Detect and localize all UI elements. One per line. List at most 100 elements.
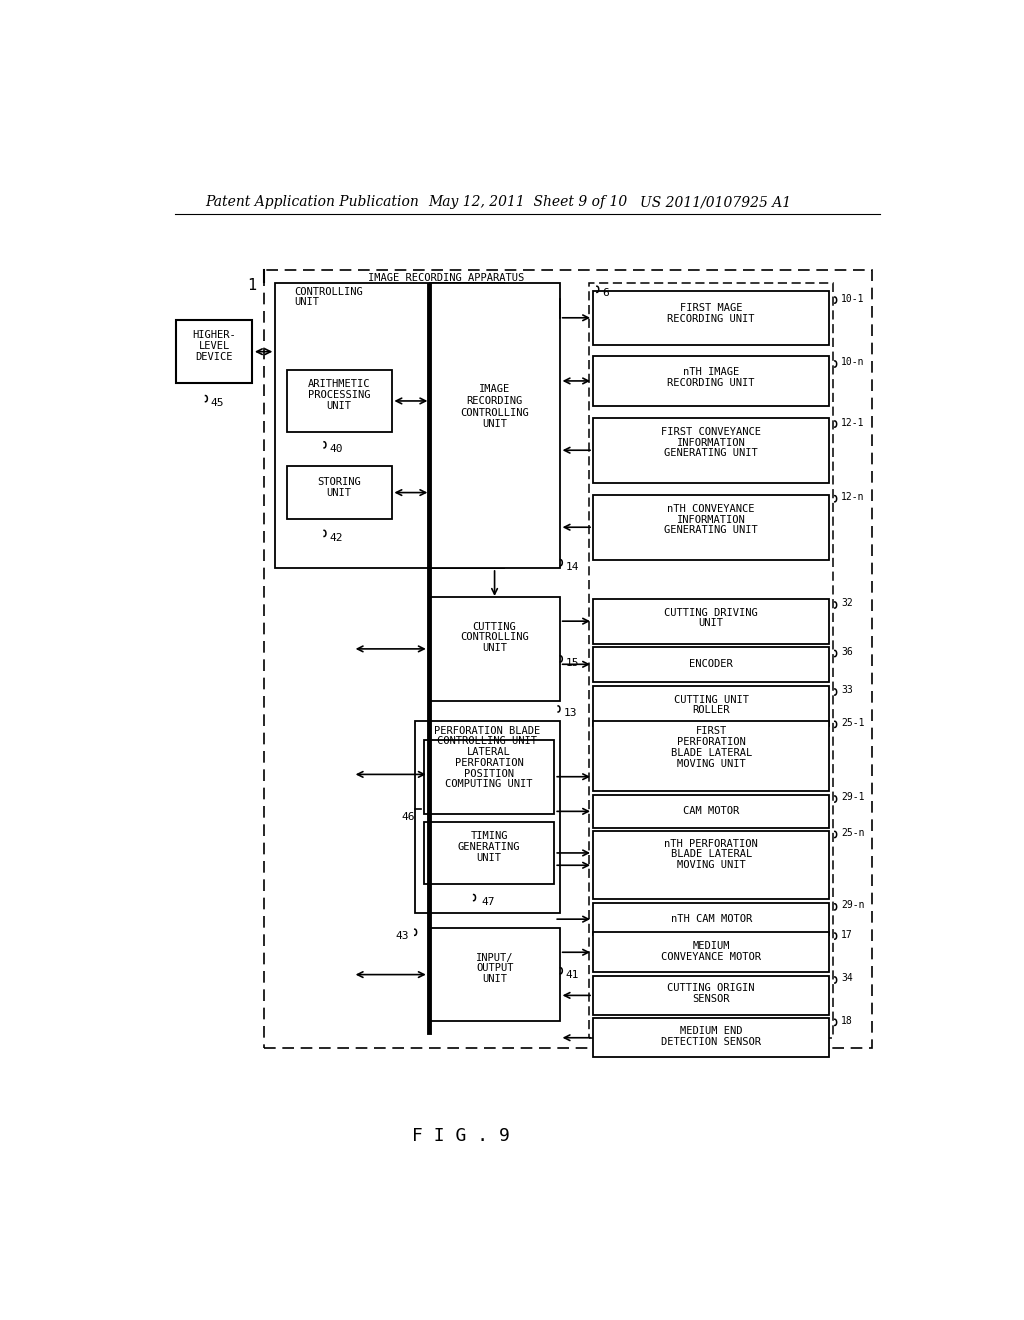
Bar bbox=[593, 495, 829, 561]
Text: PERFORATION: PERFORATION bbox=[677, 737, 745, 747]
Text: 12-1: 12-1 bbox=[841, 417, 864, 428]
Text: HIGHER-: HIGHER- bbox=[193, 330, 236, 341]
Text: F I G . 9: F I G . 9 bbox=[413, 1127, 510, 1146]
Text: 29-n: 29-n bbox=[841, 900, 864, 911]
Text: ARITHMETIC: ARITHMETIC bbox=[307, 379, 370, 389]
Bar bbox=[263, 271, 872, 1048]
Bar bbox=[593, 356, 829, 407]
Bar bbox=[430, 597, 560, 701]
Bar bbox=[593, 795, 829, 828]
Bar bbox=[424, 822, 554, 884]
Text: INFORMATION: INFORMATION bbox=[677, 515, 745, 524]
Text: TIMING: TIMING bbox=[470, 832, 508, 841]
Text: 15: 15 bbox=[566, 657, 580, 668]
Bar bbox=[589, 284, 834, 1038]
Text: LEVEL: LEVEL bbox=[199, 342, 229, 351]
Text: UNIT: UNIT bbox=[482, 418, 507, 429]
Text: UNIT: UNIT bbox=[476, 853, 502, 862]
Bar bbox=[275, 284, 504, 568]
Text: GENERATING UNIT: GENERATING UNIT bbox=[665, 525, 758, 536]
Text: nTH IMAGE: nTH IMAGE bbox=[683, 367, 739, 376]
Text: UNIT: UNIT bbox=[482, 643, 507, 653]
Text: CAM MOTOR: CAM MOTOR bbox=[683, 807, 739, 816]
Text: PERFORATION BLADE: PERFORATION BLADE bbox=[434, 726, 541, 735]
Text: 13: 13 bbox=[563, 708, 578, 718]
Text: CONTROLLING: CONTROLLING bbox=[295, 288, 364, 297]
Text: SENSOR: SENSOR bbox=[692, 994, 730, 1005]
Text: UNIT: UNIT bbox=[295, 297, 319, 308]
Text: 33: 33 bbox=[841, 685, 853, 696]
Text: COMPUTING UNIT: COMPUTING UNIT bbox=[445, 779, 532, 789]
Text: GENERATING UNIT: GENERATING UNIT bbox=[665, 449, 758, 458]
Text: 29-1: 29-1 bbox=[841, 792, 864, 803]
Text: FIRST: FIRST bbox=[695, 726, 727, 737]
Text: UNIT: UNIT bbox=[482, 974, 508, 985]
Bar bbox=[593, 832, 829, 899]
Text: CONTROLLING UNIT: CONTROLLING UNIT bbox=[437, 737, 538, 746]
Text: INFORMATION: INFORMATION bbox=[677, 437, 745, 447]
Text: OUTPUT: OUTPUT bbox=[476, 964, 514, 973]
Text: INPUT/: INPUT/ bbox=[476, 953, 514, 962]
Text: CONVEYANCE MOTOR: CONVEYANCE MOTOR bbox=[662, 952, 761, 962]
Text: nTH CAM MOTOR: nTH CAM MOTOR bbox=[671, 915, 752, 924]
Text: 32: 32 bbox=[841, 598, 853, 609]
Text: LATERAL: LATERAL bbox=[467, 747, 511, 758]
Text: 18: 18 bbox=[841, 1016, 853, 1026]
Text: CUTTING ORIGIN: CUTTING ORIGIN bbox=[668, 983, 755, 994]
Text: DEVICE: DEVICE bbox=[196, 352, 232, 362]
Text: 40: 40 bbox=[330, 445, 343, 454]
Text: 36: 36 bbox=[841, 647, 853, 657]
Text: CUTTING UNIT: CUTTING UNIT bbox=[674, 694, 749, 705]
Text: MOVING UNIT: MOVING UNIT bbox=[677, 861, 745, 870]
Text: MOVING UNIT: MOVING UNIT bbox=[677, 759, 745, 768]
Text: RECORDING: RECORDING bbox=[467, 396, 522, 407]
Bar bbox=[593, 903, 829, 936]
Text: BLADE LATERAL: BLADE LATERAL bbox=[671, 748, 752, 758]
Text: PERFORATION: PERFORATION bbox=[455, 758, 523, 768]
Text: IMAGE RECORDING APPARATUS: IMAGE RECORDING APPARATUS bbox=[369, 273, 524, 282]
Text: 42: 42 bbox=[330, 533, 343, 543]
Text: ENCODER: ENCODER bbox=[689, 659, 733, 669]
Text: FIRST CONVEYANCE: FIRST CONVEYANCE bbox=[662, 426, 761, 437]
Bar bbox=[593, 1019, 829, 1057]
Text: CONTROLLING: CONTROLLING bbox=[460, 408, 529, 417]
Text: 10-1: 10-1 bbox=[841, 293, 864, 304]
Text: nTH CONVEYANCE: nTH CONVEYANCE bbox=[668, 504, 755, 513]
Text: 46: 46 bbox=[401, 812, 415, 822]
Text: CUTTING: CUTTING bbox=[473, 622, 516, 631]
Text: POSITION: POSITION bbox=[464, 768, 514, 779]
Text: RECORDING UNIT: RECORDING UNIT bbox=[668, 314, 755, 325]
Bar bbox=[424, 739, 554, 814]
Bar bbox=[430, 284, 560, 568]
Text: nTH PERFORATION: nTH PERFORATION bbox=[665, 838, 758, 849]
Text: 25-n: 25-n bbox=[841, 828, 864, 838]
Text: 45: 45 bbox=[211, 399, 224, 408]
Text: UNIT: UNIT bbox=[327, 400, 351, 411]
Bar bbox=[593, 977, 829, 1015]
Text: FIRST MAGE: FIRST MAGE bbox=[680, 302, 742, 313]
Text: IMAGE: IMAGE bbox=[479, 384, 510, 395]
Bar bbox=[430, 928, 560, 1020]
Text: MEDIUM END: MEDIUM END bbox=[680, 1026, 742, 1036]
Text: 12-n: 12-n bbox=[841, 492, 864, 502]
Text: 1: 1 bbox=[247, 277, 256, 293]
Text: STORING: STORING bbox=[316, 477, 360, 487]
Bar bbox=[593, 686, 829, 726]
Text: UNIT: UNIT bbox=[698, 619, 724, 628]
Text: 14: 14 bbox=[566, 561, 580, 572]
Bar bbox=[593, 290, 829, 345]
Text: 34: 34 bbox=[841, 973, 853, 983]
Text: US 2011/0107925 A1: US 2011/0107925 A1 bbox=[640, 195, 791, 210]
Text: 43: 43 bbox=[395, 931, 409, 941]
Bar bbox=[593, 721, 829, 792]
Bar bbox=[176, 321, 252, 383]
Text: ROLLER: ROLLER bbox=[692, 705, 730, 715]
Text: Patent Application Publication: Patent Application Publication bbox=[206, 195, 419, 210]
Text: 25-1: 25-1 bbox=[841, 718, 864, 727]
Text: 6: 6 bbox=[602, 288, 609, 298]
Bar bbox=[593, 932, 829, 973]
Text: CONTROLLING: CONTROLLING bbox=[460, 632, 529, 643]
Text: RECORDING UNIT: RECORDING UNIT bbox=[668, 379, 755, 388]
Bar bbox=[287, 466, 391, 519]
Bar bbox=[415, 721, 560, 913]
